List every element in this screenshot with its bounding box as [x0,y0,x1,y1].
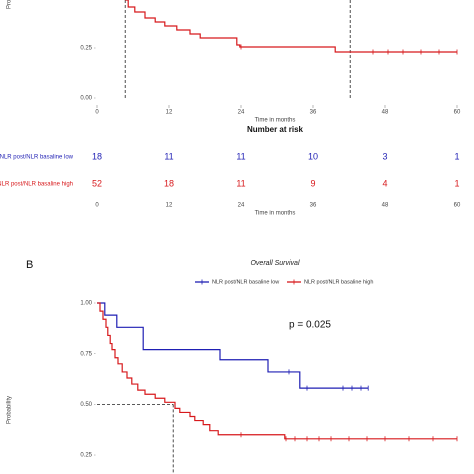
risk-row-label: NLR post/NLR basaline high [0,182,73,188]
y-axis-title: Probability [7,0,13,9]
risk-count: 11 [236,178,245,188]
risk-x-tick-label: 12 [166,203,173,209]
risk-count: 52 [92,178,102,188]
p-value: p = 0.025 [289,320,331,331]
x-tick-label: 36 [310,110,317,116]
risk-table-title: Number at risk [247,125,304,134]
survival-curve [125,0,457,53]
x-axis-title: Time in months [255,118,296,124]
risk-x-tick-label: 24 [238,203,245,209]
risk-count: 9 [310,178,315,188]
risk-count: 11 [164,151,173,161]
risk-count: 1 [454,151,459,161]
risk-count: 18 [164,178,174,188]
risk-x-tick-label: 36 [310,203,317,209]
y-tick-label: 0.50 [80,402,92,408]
risk-count: 11 [236,151,245,161]
y-tick-label: 1.00 [80,301,92,307]
x-tick-label: 24 [238,110,245,116]
legend-label: NLR post/NLR basaline high [304,279,373,285]
risk-x-axis-title: Time in months [255,211,296,217]
x-tick-label: 60 [454,110,461,116]
y-tick-label: 0.25 [80,46,92,52]
chart-title: Overall Survival [250,260,299,267]
y-tick-label: 0.00 [80,96,92,102]
x-tick-label: 12 [166,110,173,116]
y-tick-label: 0.25 [80,453,92,459]
risk-x-tick-label: 48 [382,203,389,209]
risk-count: 18 [92,151,102,161]
legend-label: NLR post/NLR basaline low [212,279,279,285]
risk-x-tick-label: 0 [95,203,99,209]
risk-x-tick-label: 60 [454,203,461,209]
panel-label: B [26,259,33,271]
risk-count: 1 [454,178,459,188]
survival-curve [97,302,457,440]
risk-count: 3 [382,151,387,161]
risk-count: 10 [308,151,318,161]
x-tick-label: 48 [382,110,389,116]
y-axis-title: Probability [7,396,13,424]
risk-count: 4 [382,178,387,188]
risk-row-label: NLR post/NLR basaline low [0,155,74,161]
x-tick-label: 0 [95,110,99,116]
y-tick-label: 0.75 [80,351,92,357]
survival-curve [97,302,369,389]
